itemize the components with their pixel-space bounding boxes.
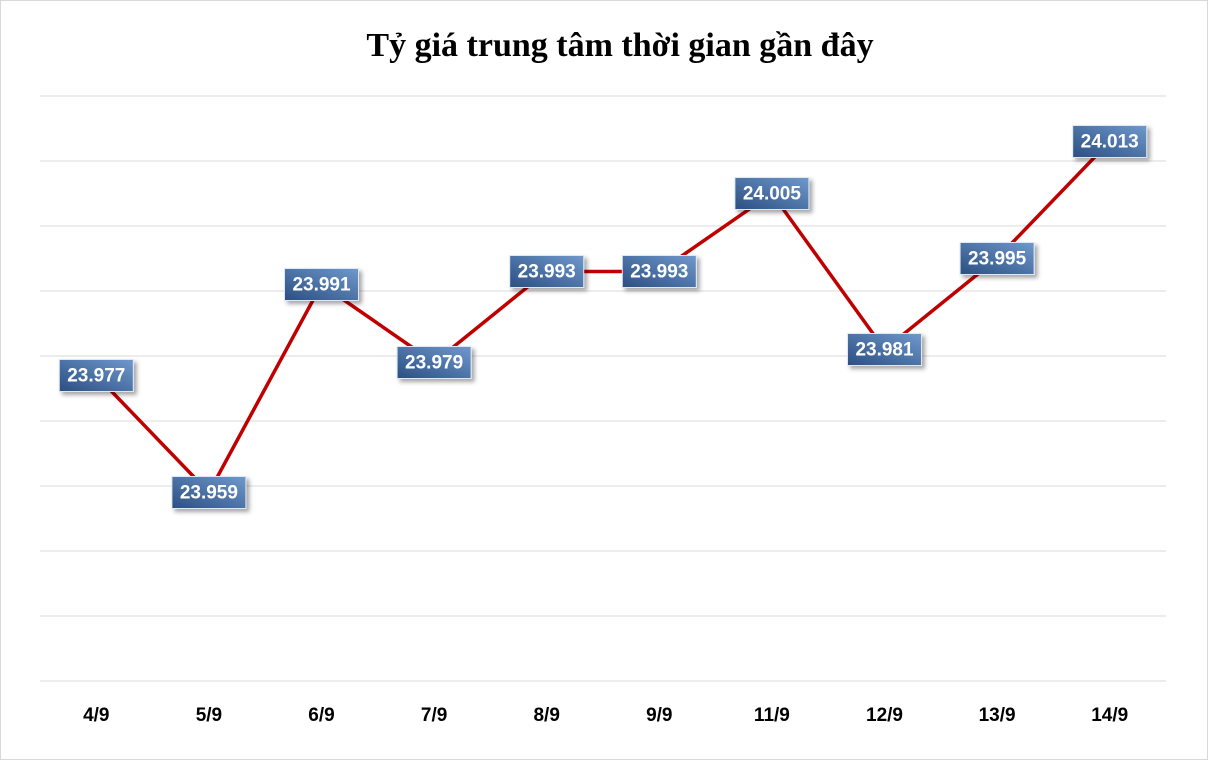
x-tick-label: 12/9 xyxy=(866,705,903,726)
x-tick-label: 5/9 xyxy=(196,705,222,726)
data-label-box xyxy=(734,177,810,210)
data-label: 23.981 xyxy=(855,340,914,361)
x-tick-label: 7/9 xyxy=(421,705,447,726)
data-label: 23.993 xyxy=(630,262,688,283)
data-label-box xyxy=(396,346,472,379)
x-tick-label: 11/9 xyxy=(754,705,790,726)
data-label-box xyxy=(959,242,1035,275)
data-label-box xyxy=(58,359,134,392)
x-tick-label: 4/9 xyxy=(83,705,109,726)
x-tick-label: 13/9 xyxy=(979,705,1016,726)
line xyxy=(95,140,1111,495)
data-label: 23.977 xyxy=(67,366,125,387)
data-label-box xyxy=(509,255,585,288)
data-label-box xyxy=(847,333,922,366)
x-tick-label: 9/9 xyxy=(646,705,672,726)
data-label-box xyxy=(171,476,247,509)
x-tick-label: 6/9 xyxy=(308,705,334,726)
chart-title: Tỷ giá trung tâm thời gian gần đây xyxy=(366,27,873,64)
data-label: 23.991 xyxy=(292,275,351,296)
data-label-box xyxy=(284,268,359,301)
x-tick-label: 8/9 xyxy=(533,705,559,726)
x-tick-label: 14/9 xyxy=(1091,705,1128,726)
data-label: 24.013 xyxy=(1081,132,1139,153)
data-label: 24.005 xyxy=(743,184,802,205)
data-label: 23.995 xyxy=(968,249,1027,270)
data-label-box xyxy=(1072,125,1148,158)
data-label: 23.993 xyxy=(518,262,576,283)
data-label: 23.979 xyxy=(405,353,463,374)
data-label: 23.959 xyxy=(180,483,238,504)
data-label-box xyxy=(621,255,697,288)
